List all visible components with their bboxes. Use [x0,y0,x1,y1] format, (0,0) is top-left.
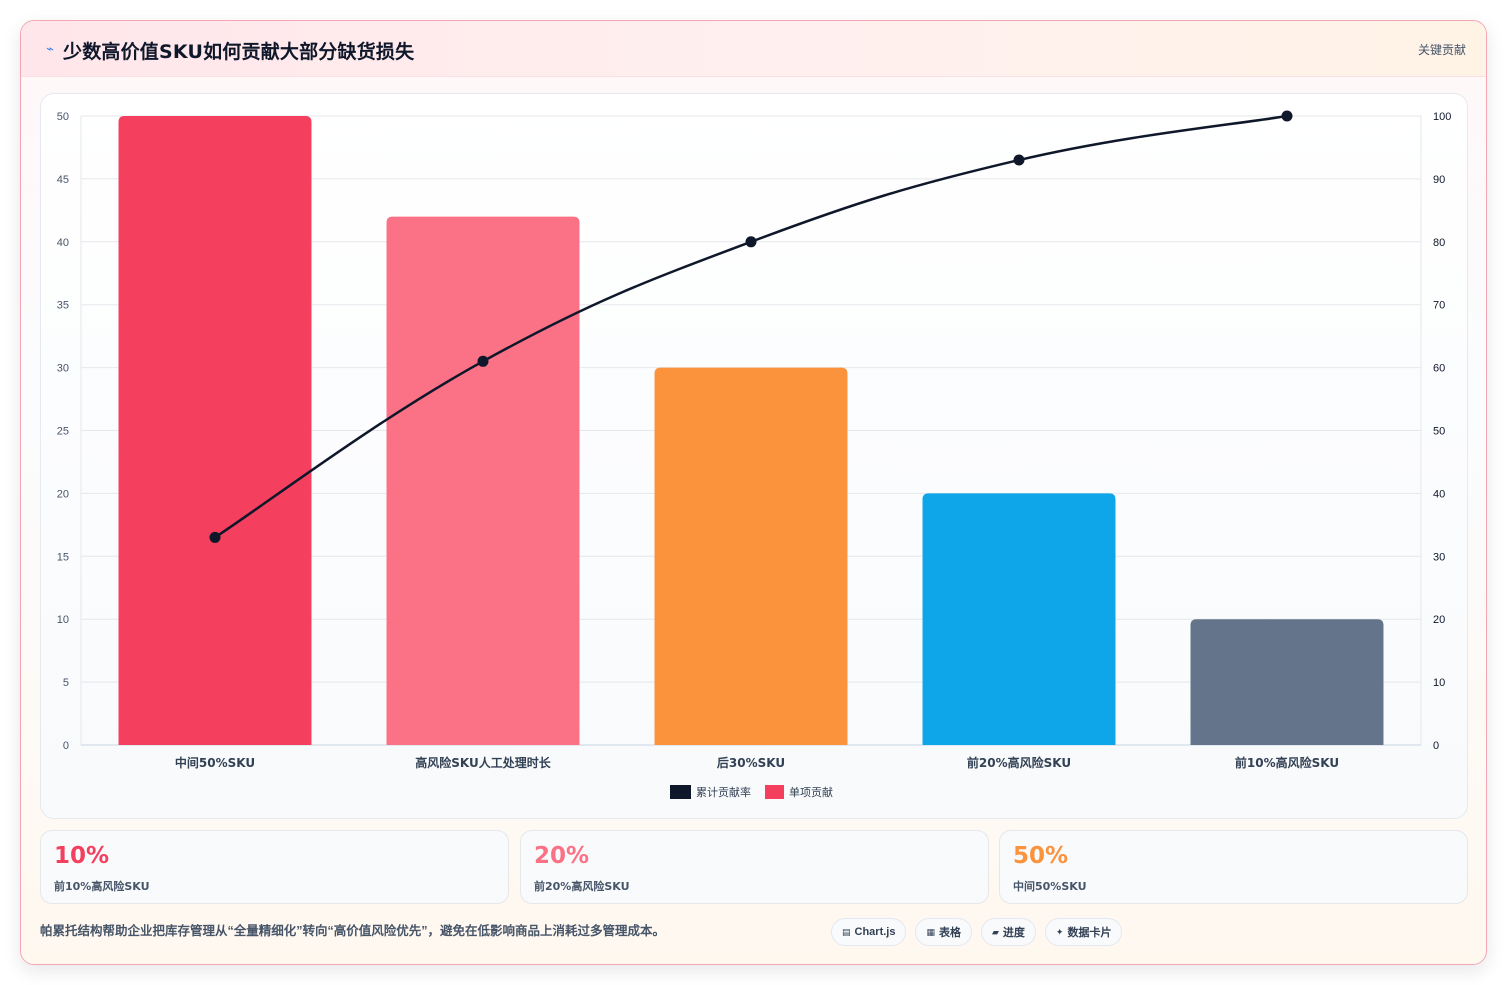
cumulative-point [745,236,757,248]
x-tick-label: 后30%SKU [717,755,785,770]
y-left-tick-label: 50 [57,111,69,123]
progress-icon: ▰ [992,926,999,937]
y-right-tick-label: 20 [1433,614,1445,626]
table-icon: ▦ [926,926,935,937]
stat-value: 20% [534,843,590,869]
x-tick-label: 高风险SKU人工处理时长 [415,755,551,770]
y-left-tick-label: 25 [57,426,69,438]
header-tag: 关键贡献 [1417,43,1466,57]
x-tick-label: 前20%高风险SKU [967,755,1071,770]
bar [118,116,312,745]
x-tick-label: 中间50%SKU [175,755,255,770]
chart-panel: 0 5 10 15 20 25 30 35 40 45 50 0 10 20 30 40 50 60 70 80 90 1… [40,93,1468,819]
y-right-tick-label: 80 [1433,237,1445,249]
y-left-tick-label: 20 [57,488,69,500]
chip-label: Chart.js [854,926,896,938]
legend-label: 单项贡献 [789,785,833,799]
cumulative-point [209,531,221,543]
legend-swatch-bar [765,785,784,799]
y-right-tick-label: 40 [1433,488,1445,500]
y-left-tick-label: 0 [63,740,69,752]
y-right-tick-label: 50 [1433,426,1445,438]
y-right-tick-label: 30 [1433,551,1445,563]
chart-card: ⌁ 少数高价值SKU如何贡献大部分缺货损失 关键贡献 0 5 10 15 20 25 30 3… [20,20,1487,965]
stat-card-1: 10% 前10%高风险SKU [40,830,509,904]
y-right-tick-label: 90 [1433,174,1445,186]
stat-value: 10% [54,843,110,869]
y-left-tick-label: 45 [57,174,69,186]
legend-swatch-line [670,785,691,799]
stat-value: 50% [1013,843,1069,869]
legend-label: 累计贡献率 [696,785,751,799]
y-left-tick-label: 10 [57,614,69,626]
y-left-tick-label: 15 [57,551,69,563]
y-left-tick-label: 40 [57,237,69,249]
chart-icon: ▤ [842,926,851,937]
trend-icon: ⌁ [46,41,54,56]
cumulative-point [1013,154,1025,166]
chip-table[interactable]: ▦ 表格 [915,918,972,946]
stat-card-2: 20% 前20%高风险SKU [520,830,989,904]
card-header: ⌁ 少数高价值SKU如何贡献大部分缺货损失 关键贡献 [21,21,1486,77]
bar [922,493,1116,745]
y-right-tick-label: 100 [1433,111,1451,123]
footer-description: 帕累托结构帮助企业把库存管理从“全量精细化”转向“高价值风险优先”，避免在低影响… [40,924,666,938]
y-left-tick-label: 5 [63,677,69,689]
y-right-tick-label: 70 [1433,300,1445,312]
chip-chartjs[interactable]: ▤ Chart.js [831,918,907,946]
cumulative-point [477,355,489,367]
stat-label: 前20%高风险SKU [534,880,630,893]
pareto-chart: 0 5 10 15 20 25 30 35 40 45 50 0 10 20 30 40 50 60 70 80 90 1… [57,110,1451,799]
y-right-tick-label: 0 [1433,740,1439,752]
y-left-tick-label: 35 [57,300,69,312]
x-tick-label: 前10%高风险SKU [1235,755,1339,770]
feature-chips: ▤ Chart.js ▦ 表格 ▰ 进度 ✦ 数据卡片 [831,918,1123,946]
y-right-tick-label: 10 [1433,677,1445,689]
sparkle-icon: ✦ [1055,926,1064,937]
bar [654,367,848,745]
y-left-tick-label: 30 [57,363,69,375]
stat-card-3: 50% 中间50%SKU [999,830,1468,904]
chip-label: 表格 [939,927,961,939]
chip-label: 进度 [1002,927,1025,939]
chip-data-card[interactable]: ✦ 数据卡片 [1044,918,1123,946]
chip-label: 数据卡片 [1067,927,1112,939]
stat-label: 中间50%SKU [1013,880,1087,893]
stat-label: 前10%高风险SKU [54,880,150,893]
bar [386,216,580,745]
cumulative-point [1281,110,1293,122]
chip-progress[interactable]: ▰ 进度 [981,918,1036,946]
y-right-tick-label: 60 [1433,363,1445,375]
chart-title: 少数高价值SKU如何贡献大部分缺货损失 [63,41,415,63]
bar [1190,619,1384,745]
